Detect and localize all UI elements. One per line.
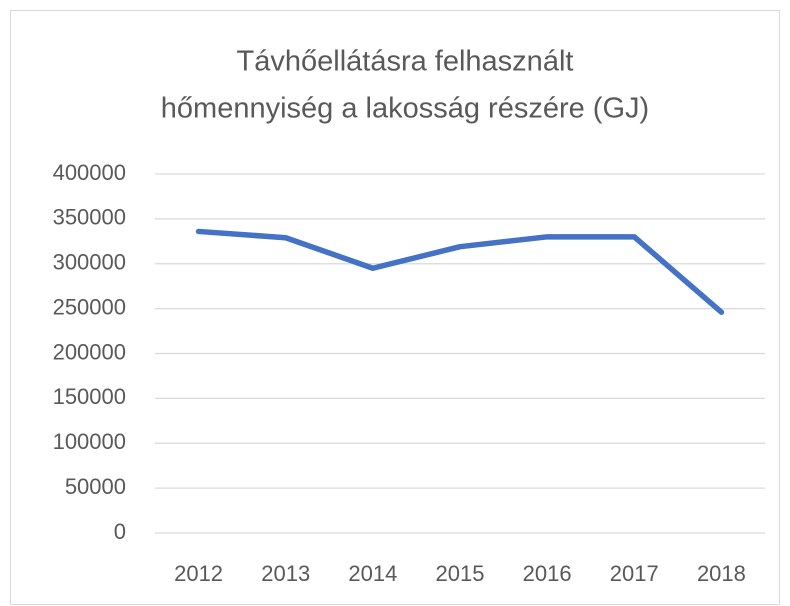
y-tick-label: 400000	[53, 160, 126, 185]
x-tick-label: 2015	[436, 561, 485, 586]
x-tick-label: 2013	[261, 561, 310, 586]
data-line	[195, 228, 725, 315]
chart-title: hőmennyiség a lakosság részére (GJ)	[161, 93, 649, 125]
y-tick-label: 50000	[65, 474, 126, 499]
y-tick-label: 300000	[53, 250, 126, 275]
chart-title: Távhőellátásra felhasznált	[237, 46, 574, 78]
x-tick-label: 2017	[610, 561, 659, 586]
x-tick-label: 2018	[697, 561, 746, 586]
x-tick-label: 2016	[523, 561, 572, 586]
y-tick-label: 0	[114, 519, 126, 544]
y-tick-label: 150000	[53, 384, 126, 409]
y-tick-label: 100000	[53, 429, 126, 454]
chart-frame	[10, 10, 780, 605]
y-tick-label: 350000	[53, 205, 126, 230]
x-tick-label: 2014	[348, 561, 397, 586]
x-tick-label: 2012	[174, 561, 223, 586]
y-tick-label: 200000	[53, 339, 126, 364]
y-tick-label: 250000	[53, 294, 126, 319]
